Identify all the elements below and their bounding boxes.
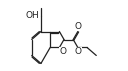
Text: OH: OH: [26, 11, 39, 20]
Text: O: O: [75, 22, 82, 31]
Text: O: O: [74, 47, 81, 57]
Text: O: O: [59, 47, 66, 57]
